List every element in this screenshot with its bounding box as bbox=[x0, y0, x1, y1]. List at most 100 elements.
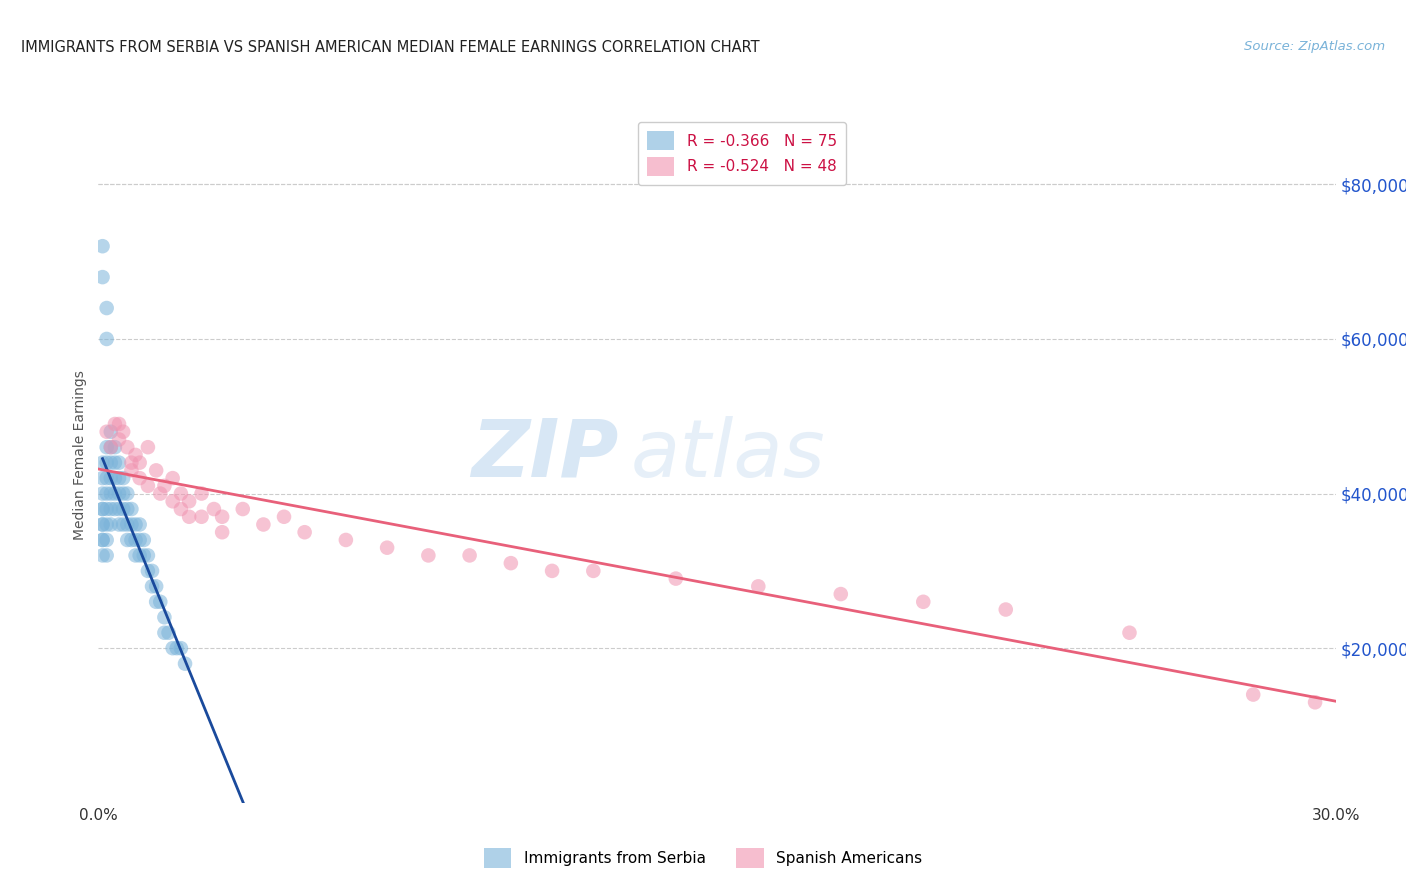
Point bbox=[153, 610, 176, 624]
Point bbox=[100, 486, 122, 500]
Point bbox=[136, 440, 159, 454]
Point bbox=[112, 502, 135, 516]
Point bbox=[294, 525, 316, 540]
Point bbox=[96, 440, 118, 454]
Point bbox=[108, 417, 131, 431]
Point bbox=[91, 239, 114, 253]
Point bbox=[108, 517, 131, 532]
Point bbox=[166, 641, 188, 656]
Point bbox=[149, 595, 172, 609]
Point bbox=[153, 625, 176, 640]
Point bbox=[96, 502, 118, 516]
Point bbox=[273, 509, 295, 524]
Point bbox=[665, 572, 688, 586]
Point bbox=[96, 533, 118, 547]
Point bbox=[108, 502, 131, 516]
Point bbox=[120, 456, 142, 470]
Point bbox=[170, 486, 193, 500]
Point bbox=[145, 595, 167, 609]
Point bbox=[335, 533, 357, 547]
Point bbox=[91, 456, 114, 470]
Point bbox=[96, 332, 118, 346]
Legend: R = -0.366   N = 75, R = -0.524   N = 48: R = -0.366 N = 75, R = -0.524 N = 48 bbox=[638, 121, 846, 186]
Point bbox=[120, 533, 142, 547]
Point bbox=[117, 486, 139, 500]
Point bbox=[582, 564, 605, 578]
Point bbox=[162, 471, 184, 485]
Text: atlas: atlas bbox=[630, 416, 825, 494]
Point bbox=[830, 587, 852, 601]
Point bbox=[170, 502, 193, 516]
Point bbox=[149, 486, 172, 500]
Point bbox=[375, 541, 398, 555]
Point bbox=[202, 502, 225, 516]
Point bbox=[96, 456, 118, 470]
Point bbox=[120, 463, 142, 477]
Point bbox=[91, 486, 114, 500]
Point bbox=[136, 564, 159, 578]
Point bbox=[124, 448, 146, 462]
Point bbox=[96, 517, 118, 532]
Point bbox=[747, 579, 769, 593]
Point bbox=[174, 657, 197, 671]
Point bbox=[994, 602, 1017, 616]
Point bbox=[418, 549, 440, 563]
Point bbox=[141, 579, 163, 593]
Point bbox=[108, 433, 131, 447]
Point bbox=[132, 549, 155, 563]
Point bbox=[100, 456, 122, 470]
Point bbox=[179, 494, 201, 508]
Text: ZIP: ZIP bbox=[471, 416, 619, 494]
Point bbox=[100, 502, 122, 516]
Point bbox=[157, 625, 180, 640]
Point bbox=[541, 564, 564, 578]
Point bbox=[499, 556, 522, 570]
Point bbox=[91, 502, 114, 516]
Point bbox=[128, 533, 150, 547]
Point bbox=[1303, 695, 1326, 709]
Point bbox=[96, 301, 118, 315]
Point bbox=[162, 494, 184, 508]
Point bbox=[153, 479, 176, 493]
Point bbox=[132, 533, 155, 547]
Point bbox=[91, 549, 114, 563]
Point bbox=[100, 517, 122, 532]
Point bbox=[141, 564, 163, 578]
Y-axis label: Median Female Earnings: Median Female Earnings bbox=[73, 370, 87, 540]
Point bbox=[112, 471, 135, 485]
Point bbox=[190, 486, 212, 500]
Point bbox=[232, 502, 254, 516]
Point bbox=[104, 502, 127, 516]
Point bbox=[96, 425, 118, 439]
Point bbox=[91, 517, 114, 532]
Point bbox=[128, 471, 150, 485]
Point bbox=[91, 471, 114, 485]
Point bbox=[112, 486, 135, 500]
Point bbox=[124, 533, 146, 547]
Point bbox=[128, 456, 150, 470]
Point bbox=[117, 502, 139, 516]
Point bbox=[104, 471, 127, 485]
Point bbox=[1118, 625, 1140, 640]
Point bbox=[145, 579, 167, 593]
Point bbox=[136, 549, 159, 563]
Point bbox=[120, 502, 142, 516]
Point bbox=[91, 517, 114, 532]
Point bbox=[108, 471, 131, 485]
Point bbox=[124, 517, 146, 532]
Point bbox=[100, 425, 122, 439]
Point bbox=[100, 440, 122, 454]
Point bbox=[912, 595, 935, 609]
Point bbox=[136, 479, 159, 493]
Text: Source: ZipAtlas.com: Source: ZipAtlas.com bbox=[1244, 40, 1385, 54]
Point bbox=[117, 517, 139, 532]
Point bbox=[91, 502, 114, 516]
Point bbox=[100, 471, 122, 485]
Point bbox=[128, 517, 150, 532]
Point bbox=[91, 533, 114, 547]
Point bbox=[1241, 688, 1264, 702]
Point bbox=[117, 533, 139, 547]
Point bbox=[104, 486, 127, 500]
Point bbox=[96, 471, 118, 485]
Point bbox=[458, 549, 481, 563]
